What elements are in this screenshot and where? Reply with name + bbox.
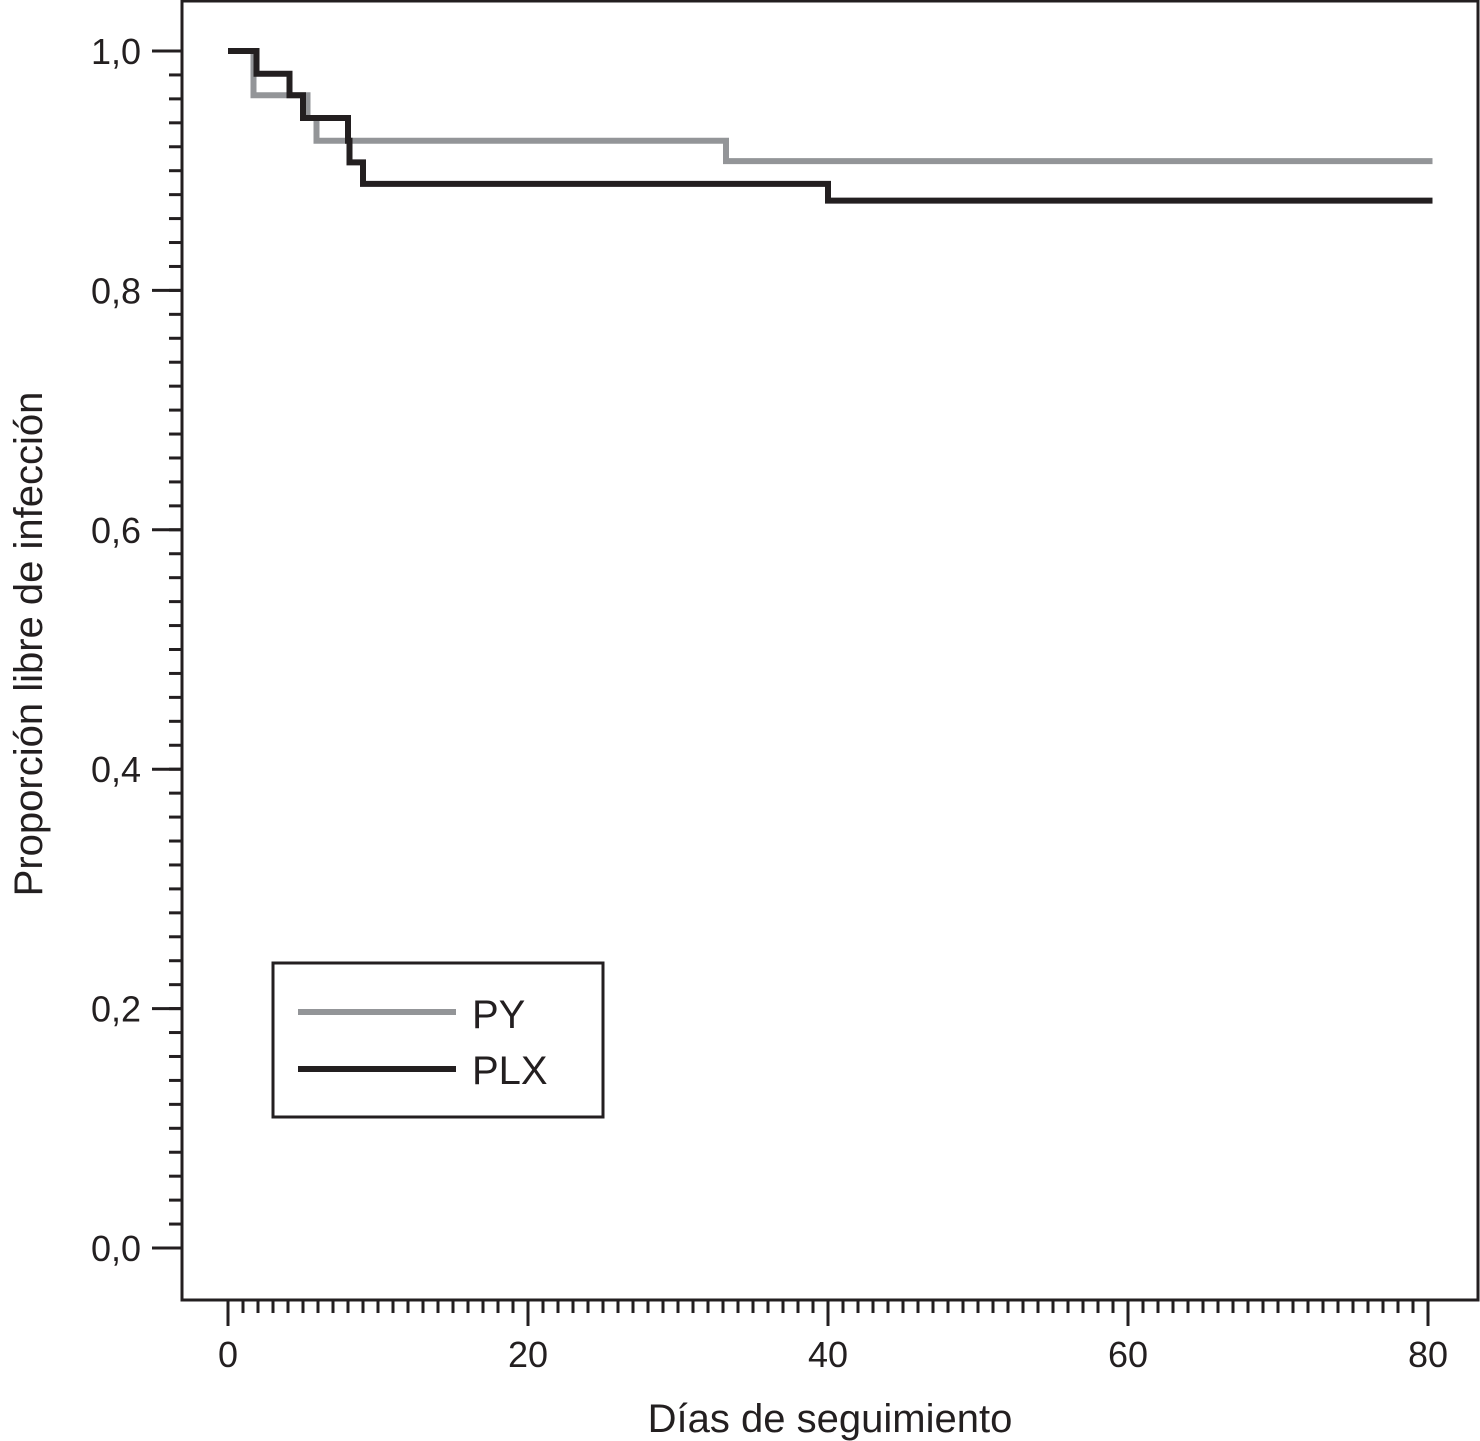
- y-tick-label: 0,6: [91, 510, 141, 551]
- y-tick-label: 0,8: [91, 270, 141, 311]
- legend: PY PLX: [271, 961, 605, 1119]
- series-line-py: [228, 48, 1433, 165]
- x-tick-label: 40: [808, 1334, 848, 1375]
- x-tick-label: 60: [1108, 1334, 1148, 1375]
- legend-box: [271, 961, 605, 1119]
- y-axis-title: Proporción libre de infección: [7, 392, 51, 897]
- legend-label-plx: PLX: [472, 1049, 548, 1093]
- y-tick-label: 0,0: [91, 1228, 141, 1269]
- y-tick-label: 0,4: [91, 749, 141, 790]
- x-axis-title: Días de seguimiento: [648, 1397, 1013, 1441]
- y-axis: 0,0 0,2 0,4 0,6 0,8 1,0: [91, 31, 182, 1269]
- x-axis: 0 20 40 60 80: [218, 1300, 1448, 1375]
- legend-label-py: PY: [472, 993, 525, 1037]
- x-tick-label: 0: [218, 1334, 238, 1375]
- series-layer: [228, 48, 1433, 204]
- series-line-plx: [228, 48, 1433, 204]
- x-tick-label: 80: [1408, 1334, 1448, 1375]
- x-tick-label: 20: [508, 1334, 548, 1375]
- y-tick-label: 0,2: [91, 989, 141, 1030]
- y-tick-label: 1,0: [91, 31, 141, 72]
